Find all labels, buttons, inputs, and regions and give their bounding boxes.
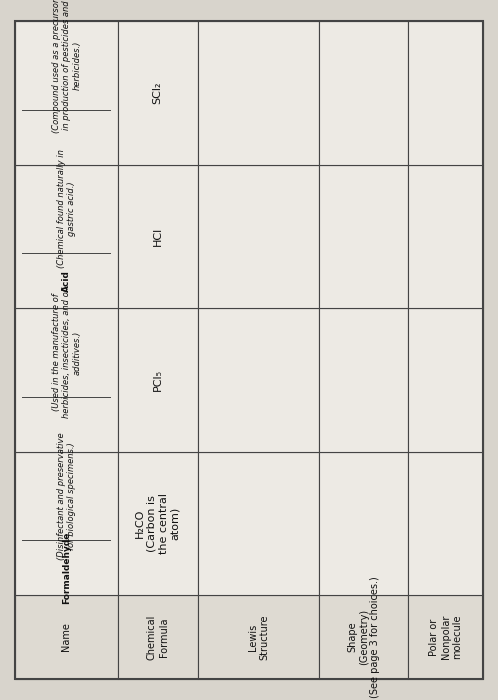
Text: Chemical
Formula: Chemical Formula xyxy=(147,615,168,659)
Text: Name: Name xyxy=(61,622,71,652)
Polygon shape xyxy=(408,452,483,595)
Polygon shape xyxy=(15,21,118,164)
Polygon shape xyxy=(198,21,319,164)
Text: Shape
(Geometry)
(See page 3 for choices.): Shape (Geometry) (See page 3 for choices… xyxy=(347,576,380,698)
Polygon shape xyxy=(319,308,408,452)
Polygon shape xyxy=(118,21,198,164)
Polygon shape xyxy=(118,595,198,679)
Polygon shape xyxy=(15,452,118,595)
Polygon shape xyxy=(198,308,319,452)
Polygon shape xyxy=(408,164,483,308)
Polygon shape xyxy=(198,452,319,595)
Text: (Compound used as a precursor
in production of pesticides and
herbicides.): (Compound used as a precursor in product… xyxy=(51,0,81,133)
Polygon shape xyxy=(319,21,408,164)
Text: SCl₂: SCl₂ xyxy=(153,81,163,104)
Polygon shape xyxy=(15,164,118,308)
Text: (Disinfectant and preservative
for biological specimens.): (Disinfectant and preservative for biolo… xyxy=(57,432,76,560)
Text: (Chemical found naturally in
gastric acid.): (Chemical found naturally in gastric aci… xyxy=(57,150,76,268)
Polygon shape xyxy=(15,308,118,452)
Polygon shape xyxy=(15,595,118,679)
Polygon shape xyxy=(118,164,198,308)
Polygon shape xyxy=(118,308,198,452)
Polygon shape xyxy=(408,595,483,679)
Polygon shape xyxy=(118,452,198,595)
Polygon shape xyxy=(319,595,408,679)
Polygon shape xyxy=(319,452,408,595)
Text: HCl: HCl xyxy=(153,227,163,246)
Text: Polar or
Nonpolar
molecule: Polar or Nonpolar molecule xyxy=(429,615,462,659)
Polygon shape xyxy=(408,21,483,164)
Text: Acid: Acid xyxy=(62,270,71,292)
Text: Formaldehyde: Formaldehyde xyxy=(62,531,71,604)
Polygon shape xyxy=(198,595,319,679)
Polygon shape xyxy=(408,308,483,452)
Text: H₂CO
(Carbon is
the central
atom): H₂CO (Carbon is the central atom) xyxy=(135,493,180,554)
Polygon shape xyxy=(319,164,408,308)
Text: Lewis
Structure: Lewis Structure xyxy=(248,615,269,659)
Text: PCl₅: PCl₅ xyxy=(153,369,163,391)
Polygon shape xyxy=(198,164,319,308)
Text: (Used in the manufacture of
herbicides, insecticides, and oil
additives.): (Used in the manufacture of herbicides, … xyxy=(51,287,81,418)
